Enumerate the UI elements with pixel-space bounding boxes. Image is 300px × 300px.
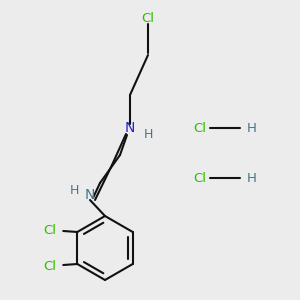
Text: Cl: Cl	[43, 260, 56, 272]
Text: H: H	[143, 128, 153, 140]
Text: Cl: Cl	[43, 224, 56, 236]
Text: H: H	[247, 172, 257, 184]
Text: H: H	[247, 122, 257, 134]
Text: Cl: Cl	[194, 122, 206, 134]
Text: Cl: Cl	[142, 11, 154, 25]
Text: N: N	[125, 121, 135, 135]
Text: N: N	[85, 188, 95, 202]
Text: H: H	[69, 184, 79, 196]
Text: Cl: Cl	[194, 172, 206, 184]
